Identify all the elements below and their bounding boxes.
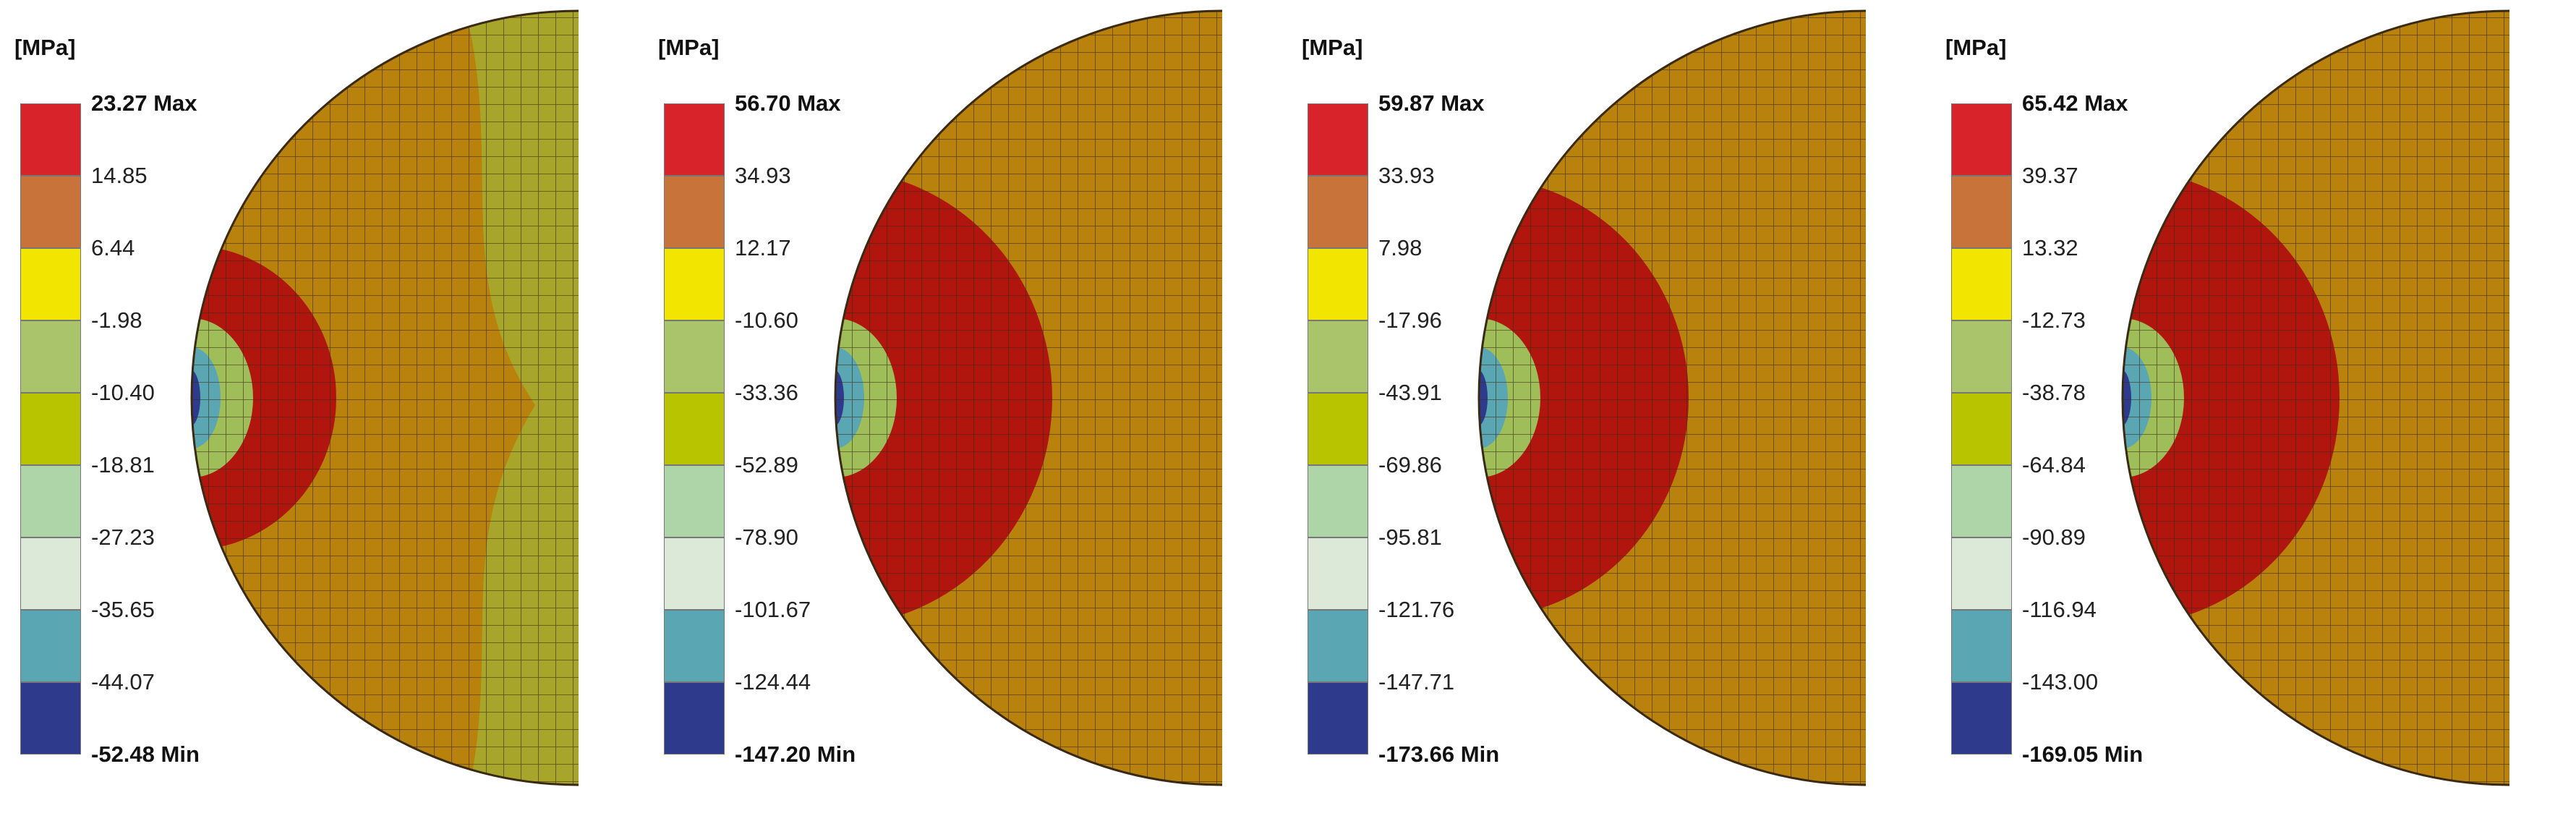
unit-label: [MPa] bbox=[658, 35, 720, 60]
legend-swatch bbox=[20, 176, 81, 248]
legend-swatch bbox=[20, 465, 81, 537]
legend-swatch bbox=[1308, 393, 1368, 465]
legend-tick-label: -43.91 bbox=[1378, 380, 1442, 405]
legend-tick-label: 12.17 bbox=[735, 235, 791, 260]
legend-tick-label: -17.96 bbox=[1378, 307, 1442, 333]
legend-swatch bbox=[664, 103, 725, 176]
legend-swatch bbox=[1308, 320, 1368, 393]
legend-tick-label: -38.78 bbox=[2022, 380, 2086, 405]
legend-tick-label: -44.07 bbox=[91, 669, 155, 694]
legend-swatch bbox=[1951, 320, 2012, 393]
legend-tick-label: -78.90 bbox=[735, 524, 798, 550]
legend-swatch bbox=[664, 465, 725, 537]
legend-swatch bbox=[20, 610, 81, 682]
legend-swatch bbox=[1308, 537, 1368, 610]
legend-swatch bbox=[20, 320, 81, 393]
legend-swatch bbox=[1951, 103, 2012, 176]
legend-swatch bbox=[664, 610, 725, 682]
fe-mesh-half-disk bbox=[1477, 9, 1867, 786]
legend-min-label: -52.48 Min bbox=[91, 741, 200, 767]
legend-tick-label: 33.93 bbox=[1378, 163, 1435, 188]
legend-tick-label: -10.60 bbox=[735, 307, 798, 333]
legend-tick-label: -116.94 bbox=[2022, 597, 2097, 622]
legend-tick-label: -95.81 bbox=[1378, 524, 1442, 550]
legend-swatch bbox=[1308, 103, 1368, 176]
legend-tick-label: -147.71 bbox=[1378, 669, 1455, 694]
contour-panel: [MPa] 65.42 Max 39.37 13.32 -12.73 -38.78 -64.… bbox=[1931, 0, 2575, 816]
legend-swatch bbox=[1951, 682, 2012, 755]
legend-swatch bbox=[1308, 610, 1368, 682]
legend-swatch bbox=[1951, 248, 2012, 320]
legend-max-label: 56.70 Max bbox=[735, 90, 841, 116]
legend-swatch bbox=[1308, 682, 1368, 755]
legend-tick-label: -35.65 bbox=[91, 597, 155, 622]
unit-label: [MPa] bbox=[1945, 35, 2007, 60]
legend-swatch bbox=[664, 537, 725, 610]
legend-swatch bbox=[664, 248, 725, 320]
legend-tick-label: -121.76 bbox=[1378, 597, 1455, 622]
legend-max-label: 65.42 Max bbox=[2022, 90, 2128, 116]
legend-max-label: 59.87 Max bbox=[1378, 90, 1485, 116]
legend-swatch bbox=[1951, 393, 2012, 465]
legend-min-label: -169.05 Min bbox=[2022, 741, 2144, 767]
legend-tick-label: -143.00 bbox=[2022, 669, 2099, 694]
contour-panel: [MPa] 23.27 Max 14.85 6.44 -1.98 -10.40 -18.81… bbox=[0, 0, 644, 816]
legend-tick-label: -18.81 bbox=[91, 452, 155, 477]
legend-tick-label: -90.89 bbox=[2022, 524, 2086, 550]
legend-min-label: -147.20 Min bbox=[735, 741, 856, 767]
legend-tick-label: 7.98 bbox=[1378, 235, 1423, 260]
legend-tick-label: -10.40 bbox=[91, 380, 155, 405]
legend-tick-label: -33.36 bbox=[735, 380, 798, 405]
legend-tick-label: 39.37 bbox=[2022, 163, 2078, 188]
disk-outline bbox=[834, 9, 1223, 786]
legend-tick-label: -124.44 bbox=[735, 669, 811, 694]
legend-tick-label: -64.84 bbox=[2022, 452, 2086, 477]
legend-tick-label: -101.67 bbox=[735, 597, 811, 622]
disk-outline bbox=[190, 9, 579, 786]
legend-tick-label: -52.89 bbox=[735, 452, 798, 477]
legend-swatch bbox=[664, 320, 725, 393]
legend-tick-label: -1.98 bbox=[91, 307, 142, 333]
contour-panel: [MPa] 59.87 Max 33.93 7.98 -17.96 -43.91 -69.8… bbox=[1287, 0, 1931, 816]
fe-mesh-half-disk bbox=[190, 9, 579, 786]
fe-mesh-half-disk bbox=[2121, 9, 2510, 786]
legend-tick-label: 14.85 bbox=[91, 163, 148, 188]
legend-swatch bbox=[1951, 465, 2012, 537]
unit-label: [MPa] bbox=[14, 35, 76, 60]
legend-swatch bbox=[1951, 176, 2012, 248]
legend-tick-label: 34.93 bbox=[735, 163, 791, 188]
legend-swatch bbox=[664, 682, 725, 755]
legend-max-label: 23.27 Max bbox=[91, 90, 197, 116]
legend-tick-label: -27.23 bbox=[91, 524, 155, 550]
legend-tick-label: 13.32 bbox=[2022, 235, 2078, 260]
legend-swatch bbox=[1308, 465, 1368, 537]
legend-swatch bbox=[664, 393, 725, 465]
legend-swatch bbox=[20, 682, 81, 755]
legend-swatch bbox=[1951, 610, 2012, 682]
unit-label: [MPa] bbox=[1302, 35, 1363, 60]
legend-swatch bbox=[20, 248, 81, 320]
disk-outline bbox=[1477, 9, 1867, 786]
legend-tick-label: -69.86 bbox=[1378, 452, 1442, 477]
legend-tick-label: 6.44 bbox=[91, 235, 135, 260]
legend-swatch bbox=[1308, 176, 1368, 248]
disk-outline bbox=[2121, 9, 2510, 786]
legend-swatch bbox=[20, 393, 81, 465]
legend-swatch bbox=[664, 176, 725, 248]
legend-swatch bbox=[20, 537, 81, 610]
legend-tick-label: -12.73 bbox=[2022, 307, 2086, 333]
fe-mesh-half-disk bbox=[834, 9, 1223, 786]
legend-swatch bbox=[1951, 537, 2012, 610]
contour-panel: [MPa] 56.70 Max 34.93 12.17 -10.60 -33.36 -52.… bbox=[644, 0, 1287, 816]
legend-swatch bbox=[20, 103, 81, 176]
legend-min-label: -173.66 Min bbox=[1378, 741, 1500, 767]
legend-swatch bbox=[1308, 248, 1368, 320]
